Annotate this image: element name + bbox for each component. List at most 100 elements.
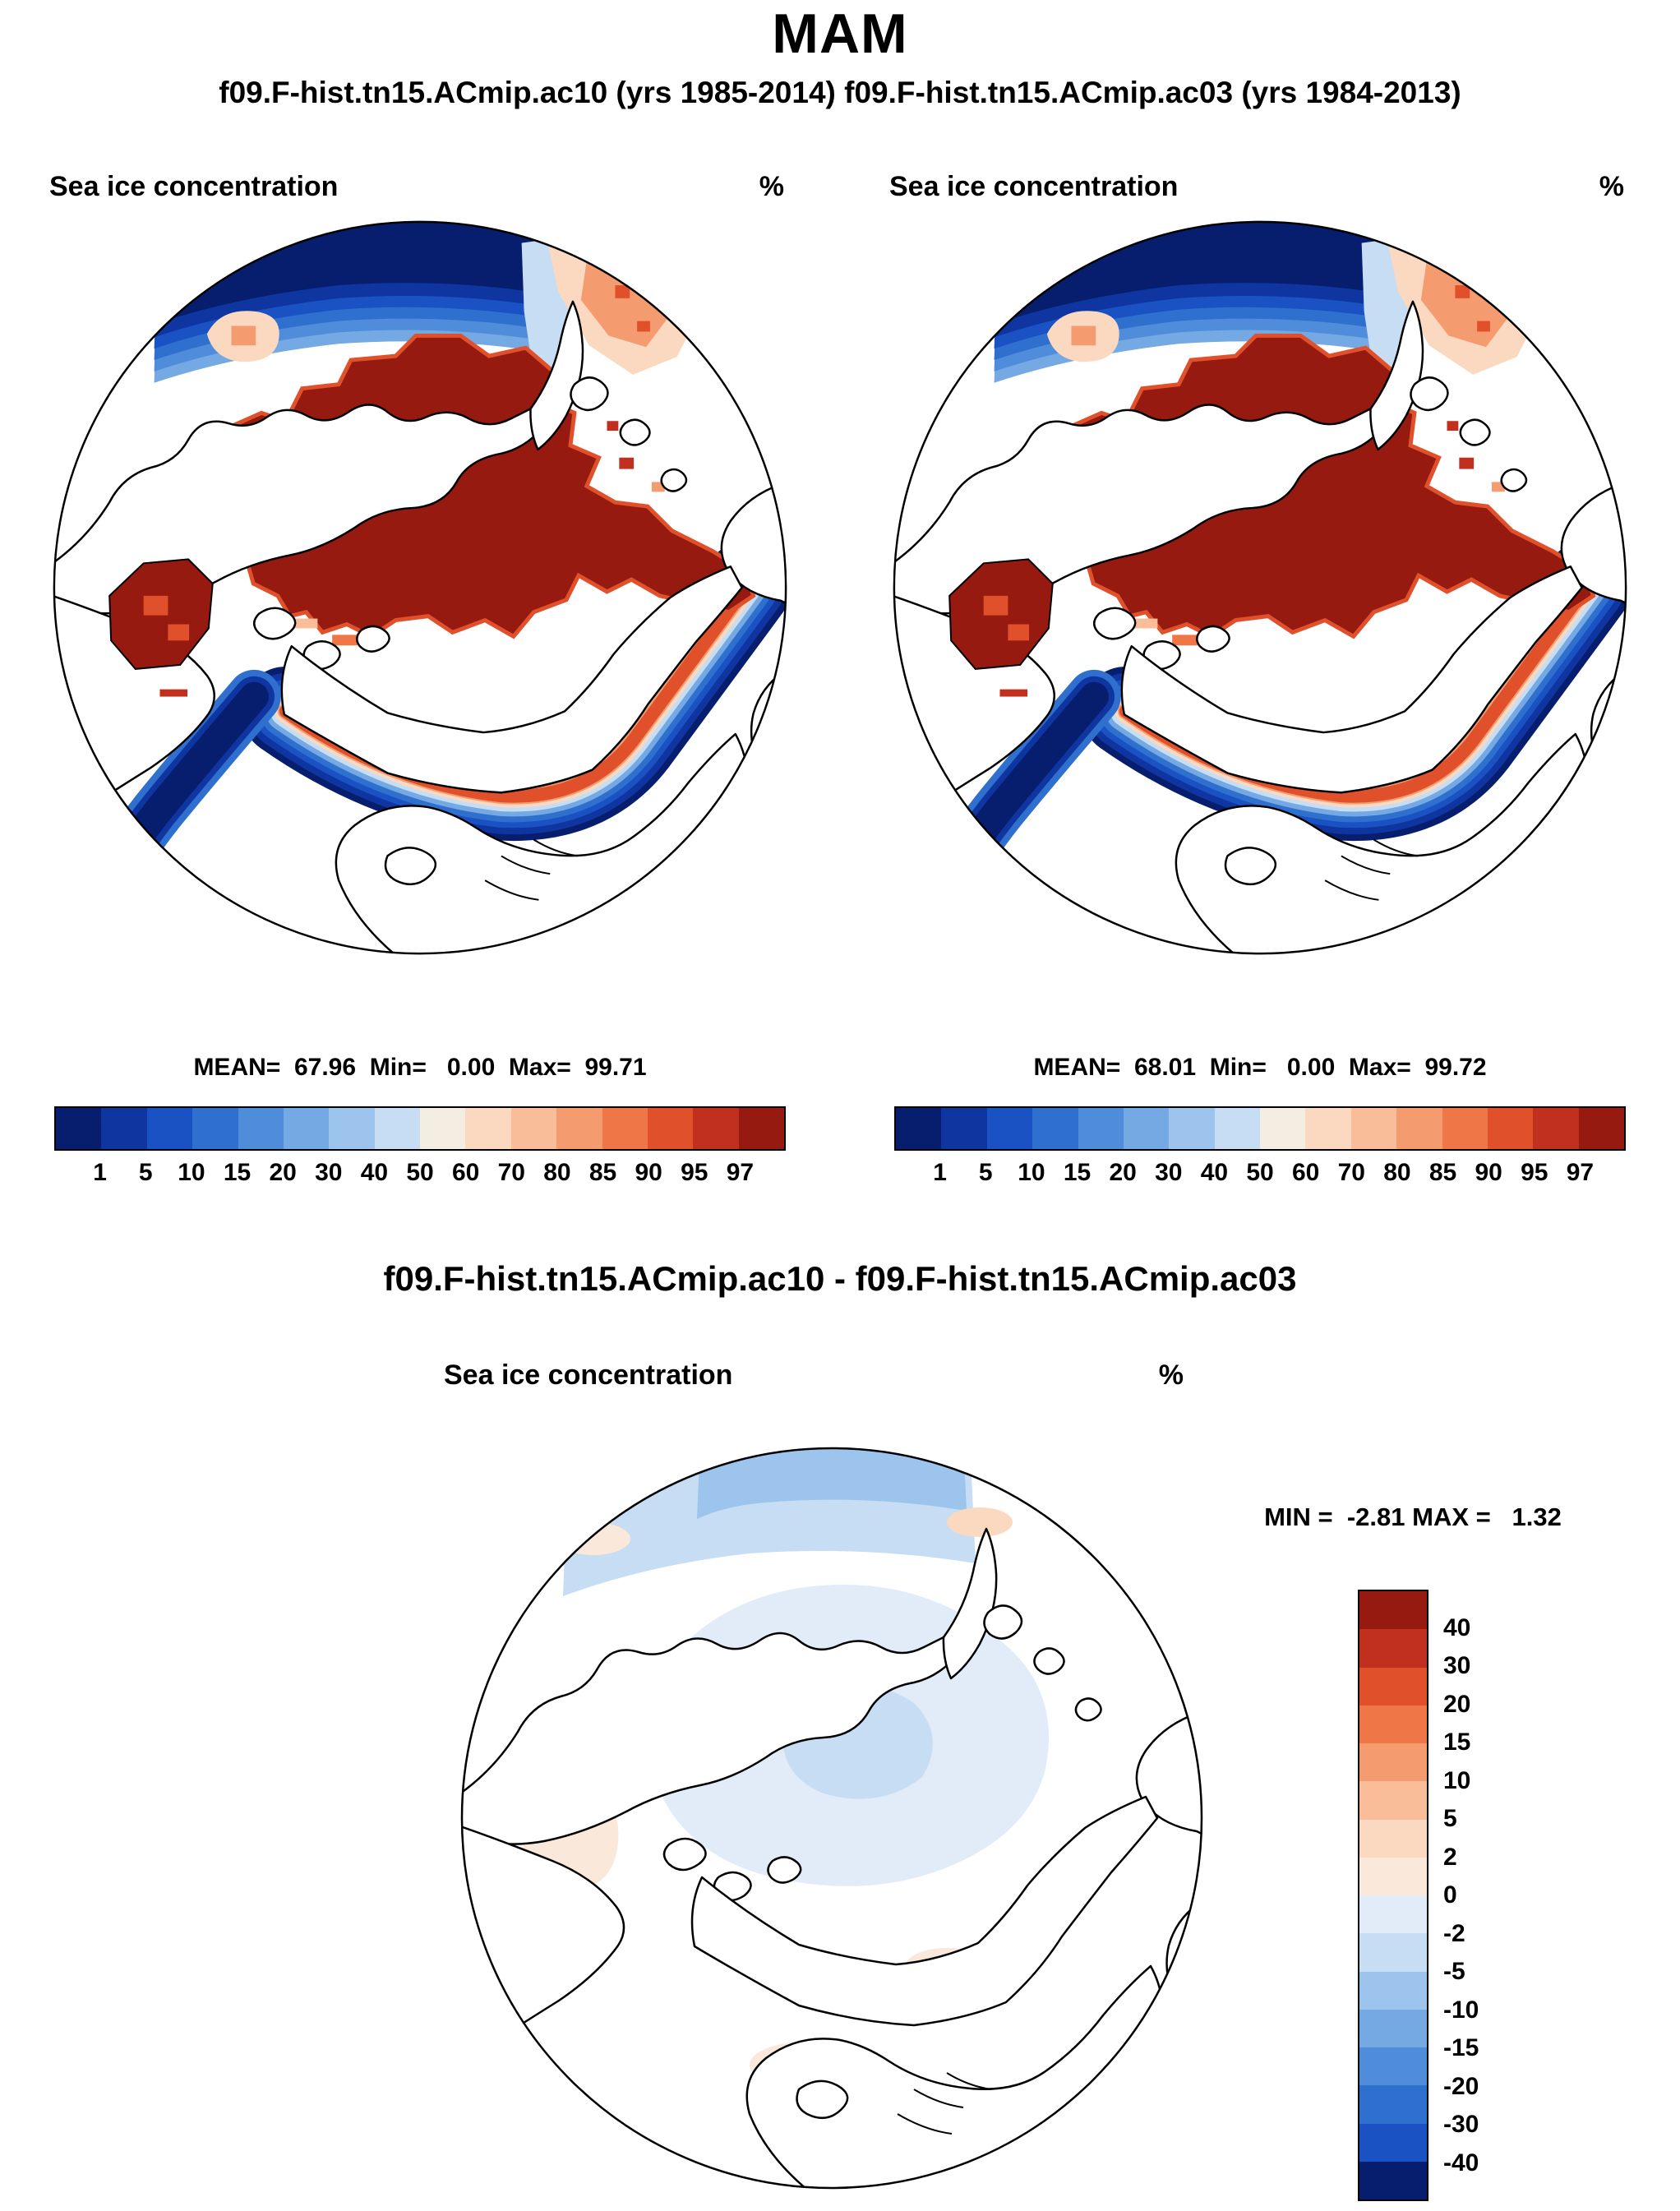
- colorbar-segment: [738, 1108, 784, 1149]
- colorbar-tick-label: 70: [497, 1159, 525, 1186]
- colorbar-tick-label: 60: [451, 1159, 480, 1186]
- colorbar-tick-label: 20: [1109, 1159, 1137, 1186]
- colorbar-tick-label: 95: [681, 1159, 708, 1186]
- colorbar-tick-label: 90: [635, 1159, 662, 1186]
- colorbar-tick-label: 80: [1383, 1159, 1411, 1186]
- colorbar-segment: [986, 1108, 1033, 1149]
- units-label: %: [759, 171, 784, 202]
- colorbar-segment: [238, 1108, 284, 1149]
- units-label: %: [1599, 171, 1624, 202]
- colorbar-segment: [510, 1108, 557, 1149]
- colorbar-segment: [647, 1108, 694, 1149]
- colorbar-segment: [1359, 2009, 1427, 2047]
- colorbar-tick-label: -15: [1443, 2034, 1479, 2061]
- colorbar-tick-label: 10: [1443, 1766, 1471, 1794]
- colorbar-tick-label: 10: [1018, 1159, 1045, 1186]
- colorbar-segments: [894, 1106, 1626, 1151]
- field-row: Sea ice concentration %: [49, 171, 784, 203]
- colorbar-tick-label: 50: [406, 1159, 434, 1186]
- difference-title: f09.F-hist.tn15.ACmip.ac10 - f09.F-hist.…: [383, 1259, 1297, 1298]
- colorbar-tick-label: 1: [933, 1159, 947, 1186]
- colorbar-segment: [1032, 1108, 1078, 1149]
- colorbar-segment: [941, 1108, 987, 1149]
- map-case1-container: [46, 214, 794, 962]
- colorbar-segment: [1305, 1108, 1351, 1149]
- colorbar-segment: [1359, 1591, 1427, 1630]
- hudson-bay-ice: [108, 558, 214, 697]
- colorbar-tick-label: 0: [1443, 1881, 1457, 1909]
- colorbar-tick-label: 10: [178, 1159, 205, 1186]
- map-boundary-circle: [53, 220, 787, 955]
- colorbar-tick-label: 2: [1443, 1843, 1457, 1871]
- page-title: MAM: [772, 2, 908, 65]
- colorbar-segment: [1359, 1667, 1427, 1706]
- colorbar-segment: [374, 1108, 420, 1149]
- colorbar-tick-label: 1: [93, 1159, 107, 1186]
- colorbar-case2: 1 5 10 15 20 30 40 50 60 70 80 85 90 95 97: [894, 1106, 1626, 1186]
- colorbar-segment: [1078, 1108, 1124, 1149]
- colorbar-segment: [56, 1108, 102, 1149]
- map-boundary-circle: [460, 1447, 1203, 2190]
- colorbar-tick-label: 15: [1063, 1159, 1092, 1186]
- colorbar-segment: [1487, 1108, 1534, 1149]
- colorbar-segment: [1359, 1933, 1427, 1972]
- map-case2: [893, 220, 1627, 955]
- colorbar-tick-label: 30: [315, 1159, 343, 1186]
- colorbar-tick-label: 85: [1428, 1159, 1457, 1186]
- colorbar-segment: [1359, 2085, 1427, 2124]
- map-case1: [53, 220, 787, 955]
- colorbar-case1: 1 5 10 15 20 30 40 50 60 70 80 85 90 95 97: [54, 1106, 786, 1186]
- hudson-bay-ice: [948, 558, 1054, 697]
- colorbar-tick-label: 97: [726, 1159, 755, 1186]
- colorbar-segment: [1578, 1108, 1624, 1149]
- colorbar-segment: [420, 1108, 466, 1149]
- colorbar-tick-label: 5: [1443, 1805, 1457, 1832]
- panel-case1: Sea ice concentration % MEAN= 67.96 Min=…: [8, 123, 832, 1225]
- colorbar-tick-label: 85: [588, 1159, 617, 1186]
- colorbar-segment: [1396, 1108, 1442, 1149]
- colorbar-tick-label: -5: [1443, 1958, 1465, 1985]
- colorbar-segment: [1359, 1895, 1427, 1934]
- colorbar-tick-label: -40: [1443, 2149, 1479, 2176]
- map-diff-layer: [462, 1448, 1202, 2188]
- colorbar-tick-label: 5: [978, 1159, 993, 1186]
- colorbar-tick-label: 40: [360, 1159, 389, 1186]
- colorbar-segment: [1359, 1629, 1427, 1668]
- colorbar-segment: [1359, 1857, 1427, 1895]
- colorbar-segment: [1359, 2123, 1427, 2162]
- colorbar-tick-label: 40: [1443, 1613, 1471, 1641]
- stats-case2: MEAN= 68.01 Min= 0.00 Max= 99.72: [1033, 1054, 1487, 1081]
- map-ice-layer: [893, 221, 1627, 954]
- field-row: Sea ice concentration %: [889, 171, 1624, 203]
- field-label: Sea ice concentration: [49, 171, 339, 202]
- colorbar-segment: [146, 1108, 193, 1149]
- colorbar-tick-label: 95: [1521, 1159, 1548, 1186]
- colorbar-segment: [1359, 1781, 1427, 1820]
- colorbar-segment: [1350, 1108, 1397, 1149]
- field-row-diff: Sea ice concentration %: [444, 1359, 1184, 1392]
- colorbar-segment: [1359, 2161, 1427, 2199]
- case-subtitle: f09.F-hist.tn15.ACmip.ac10 (yrs 1985-201…: [219, 76, 1461, 109]
- colorbar-segment: [1359, 1971, 1427, 2010]
- panel-case2: Sea ice concentration % MEAN= 68.01 Min=…: [848, 123, 1672, 1225]
- colorbar-segment: [1359, 1819, 1427, 1858]
- colorbar-tick-label: 30: [1443, 1652, 1471, 1679]
- colorbar-tick-label: 90: [1475, 1159, 1502, 1186]
- colorbar-segment: [602, 1108, 648, 1149]
- colorbar-segments: [1358, 1590, 1428, 2201]
- colorbar-tick-label: 15: [1443, 1729, 1471, 1756]
- colorbar-tick-label: 15: [223, 1159, 252, 1186]
- colorbar-tick-label: 20: [269, 1159, 297, 1186]
- colorbar-tick-label: -30: [1443, 2111, 1479, 2138]
- colorbar-segment: [1442, 1108, 1488, 1149]
- colorbar-segment: [693, 1108, 739, 1149]
- colorbar-tick-label: 20: [1443, 1690, 1471, 1718]
- map-ice-layer: [53, 221, 787, 954]
- colorbar-segment: [1169, 1108, 1215, 1149]
- colorbar-segments: [54, 1106, 786, 1151]
- colorbar-diff: 40 30 20 15 10 5 2 0 -2 -5 -10 -15 -20 -30 -40: [1358, 1590, 1479, 2201]
- colorbar-segment: [1533, 1108, 1579, 1149]
- colorbar-segment: [1359, 1705, 1427, 1743]
- colorbar-tick-label: 50: [1246, 1159, 1274, 1186]
